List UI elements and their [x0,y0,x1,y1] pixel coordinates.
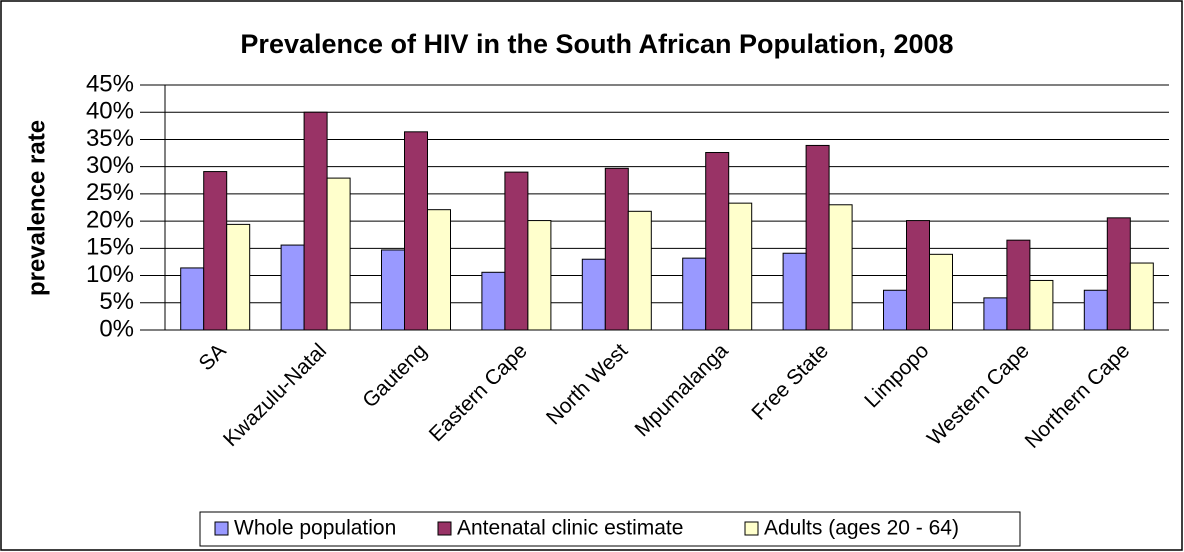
bar [682,257,707,331]
bar [728,202,753,331]
bar [326,177,351,331]
bar [906,220,930,331]
bar [303,111,328,331]
bar [929,253,953,331]
bar [604,167,629,331]
y-tick-label: 45% [86,70,134,97]
bar [203,171,228,331]
legend-swatch [744,521,759,536]
y-tick-label: 35% [86,125,134,152]
chart-title: Prevalence of HIV in the South African P… [240,29,953,59]
y-tick-label: 30% [86,152,134,179]
bar [404,131,428,331]
bar [1106,217,1131,331]
bar [1083,289,1108,331]
bar [180,267,205,331]
bar [705,152,730,331]
bar [1006,239,1031,331]
bar [828,204,853,331]
y-tick-label: 10% [86,261,134,288]
bar [1029,279,1054,331]
legend [199,511,1021,547]
bar [983,297,1008,331]
y-axis-title: prevalence rate [23,120,50,296]
bar [504,171,529,331]
y-tick-label: 0% [99,315,134,342]
bar [782,252,807,331]
bar [280,244,305,331]
bar [627,210,652,331]
y-tick-label: 20% [86,206,134,233]
legend-label: Adults (ages 20 - 64) [764,517,959,540]
y-tick-label: 25% [86,179,134,206]
y-tick-label: 40% [86,98,134,125]
bar [805,144,830,331]
bar [481,271,506,331]
bar [1129,262,1154,331]
bar [381,249,405,331]
legend-swatch [214,521,229,536]
legend-label: Whole population [234,517,396,540]
bar [527,220,552,331]
y-tick-label: 5% [99,288,134,315]
legend-label: Antenatal clinic estimate [457,517,683,540]
bar [226,223,251,331]
y-tick-label: 15% [86,234,134,261]
legend-swatch [437,521,452,536]
bar [581,258,606,331]
bar [883,289,907,331]
bar [427,209,451,331]
